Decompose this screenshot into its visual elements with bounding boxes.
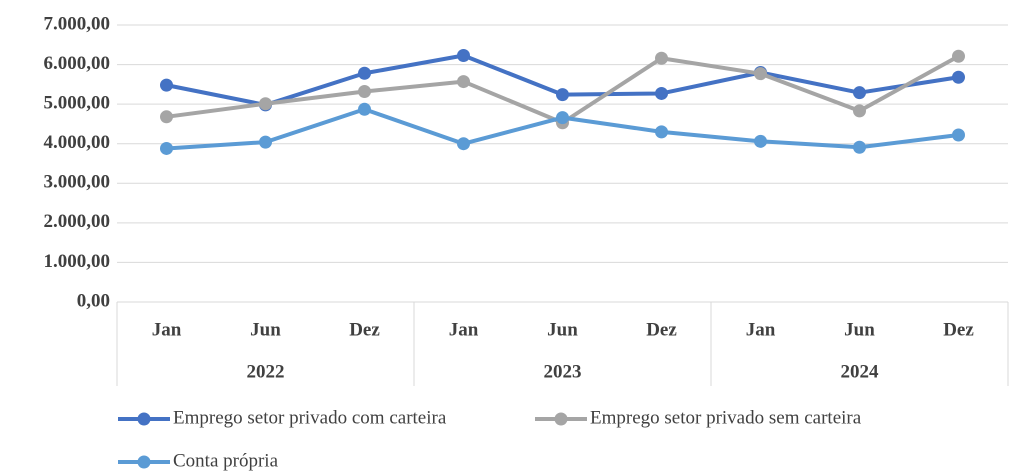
point [457,137,470,151]
point [358,102,371,116]
point [853,104,866,118]
y-tick-label: 4.000,00 [44,132,111,153]
point [853,140,866,154]
x-tick-label: Jan [152,319,182,340]
point [952,49,965,63]
point [160,110,173,124]
point [457,48,470,62]
x-tick-label: Dez [646,319,677,340]
y-tick-label: 0,00 [77,290,110,311]
point [754,67,767,81]
x-tick-label: Dez [349,319,380,340]
y-tick-label: 3.000,00 [44,172,111,193]
y-tick-label: 5.000,00 [44,93,111,114]
legend-marker [137,455,151,469]
point [358,84,371,98]
x-tick-label: Jun [250,319,281,340]
point [952,128,965,142]
point [556,88,569,102]
group-label: 2022 [247,361,285,382]
legend-label: Emprego setor privado com carteira [173,407,447,428]
point [754,134,767,148]
y-tick-label: 7.000,00 [44,13,111,34]
point [853,86,866,100]
point [556,111,569,125]
point [952,70,965,84]
point [655,125,668,139]
x-tick-label: Jan [746,319,776,340]
point [160,78,173,92]
point [655,86,668,100]
y-tick-label: 2.000,00 [44,211,111,232]
point [655,51,668,65]
point [259,135,272,149]
legend-marker [554,412,568,426]
x-tick-label: Jan [449,319,479,340]
point [259,97,272,111]
legend-marker [137,412,151,426]
y-tick-label: 6.000,00 [44,53,111,74]
x-tick-label: Jun [844,319,875,340]
point [457,75,470,89]
legend-label: Conta própria [173,450,279,471]
point [160,141,173,155]
group-label: 2023 [544,361,582,382]
point [358,66,371,80]
x-tick-label: Dez [943,319,974,340]
y-tick-label: 1.000,00 [44,251,111,272]
group-label: 2024 [841,361,880,382]
x-tick-label: Jun [547,319,578,340]
legend-label: Emprego setor privado sem carteira [590,407,862,428]
